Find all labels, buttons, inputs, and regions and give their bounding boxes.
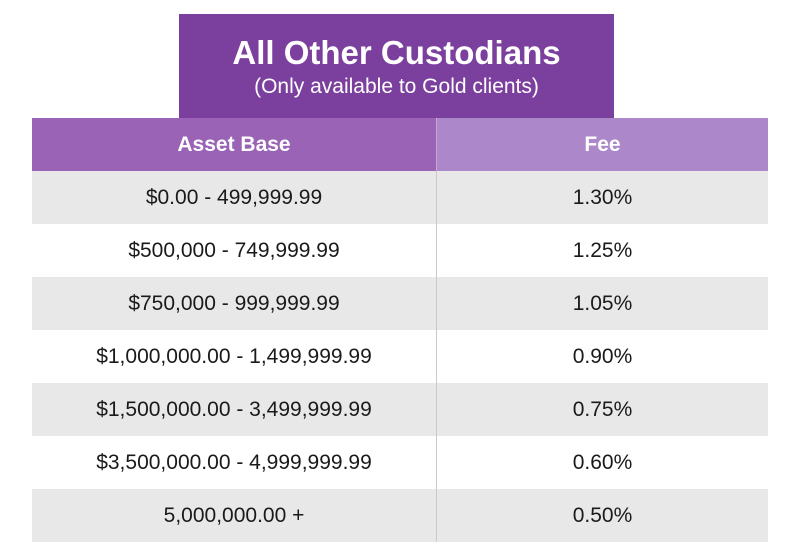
fee-table: Asset Base Fee $0.00 - 499,999.99 1.30% … [32, 118, 768, 542]
page-subtitle: (Only available to Gold clients) [254, 75, 539, 98]
table-row: $3,500,000.00 - 4,999,999.99 0.60% [32, 436, 768, 489]
asset-base-cell: $3,500,000.00 - 4,999,999.99 [32, 436, 437, 489]
table-row: $1,500,000.00 - 3,499,999.99 0.75% [32, 383, 768, 436]
asset-base-cell: $1,500,000.00 - 3,499,999.99 [32, 383, 437, 436]
fee-cell: 0.90% [437, 330, 768, 383]
fee-cell: 1.30% [437, 171, 768, 224]
table-row: $750,000 - 999,999.99 1.05% [32, 277, 768, 330]
asset-base-cell: $1,000,000.00 - 1,499,999.99 [32, 330, 437, 383]
asset-base-cell: 5,000,000.00 + [32, 489, 437, 542]
title-banner: All Other Custodians (Only available to … [179, 14, 614, 118]
fee-cell: 1.25% [437, 224, 768, 277]
fee-cell: 0.60% [437, 436, 768, 489]
column-header-fee: Fee [437, 118, 768, 171]
asset-base-cell: $750,000 - 999,999.99 [32, 277, 437, 330]
asset-base-cell: $500,000 - 749,999.99 [32, 224, 437, 277]
table-row: $1,000,000.00 - 1,499,999.99 0.90% [32, 330, 768, 383]
page-title: All Other Custodians [232, 34, 561, 71]
asset-base-cell: $0.00 - 499,999.99 [32, 171, 437, 224]
table-header-row: Asset Base Fee [32, 118, 768, 171]
column-header-asset-base: Asset Base [32, 118, 437, 171]
fee-cell: 1.05% [437, 277, 768, 330]
table-row: $500,000 - 749,999.99 1.25% [32, 224, 768, 277]
table-row: 5,000,000.00 + 0.50% [32, 489, 768, 542]
table-row: $0.00 - 499,999.99 1.30% [32, 171, 768, 224]
fee-cell: 0.50% [437, 489, 768, 542]
fee-cell: 0.75% [437, 383, 768, 436]
